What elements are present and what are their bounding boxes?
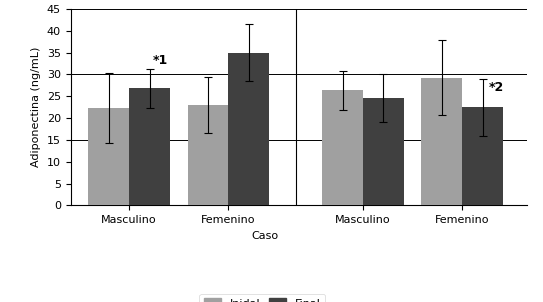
Bar: [88, 108, 129, 205]
Bar: [363, 98, 404, 205]
Text: *1: *1: [153, 54, 168, 67]
Text: Caso: Caso: [251, 231, 278, 241]
Bar: [129, 88, 170, 205]
Bar: [463, 107, 503, 205]
Legend: Inidal, Final: Inidal, Final: [199, 294, 325, 302]
Bar: [229, 53, 269, 205]
Bar: [187, 105, 229, 205]
Bar: [421, 78, 463, 205]
Y-axis label: Adiponectina (ng/mL): Adiponectina (ng/mL): [31, 47, 41, 167]
Text: *2: *2: [489, 81, 504, 94]
Bar: [322, 90, 363, 205]
